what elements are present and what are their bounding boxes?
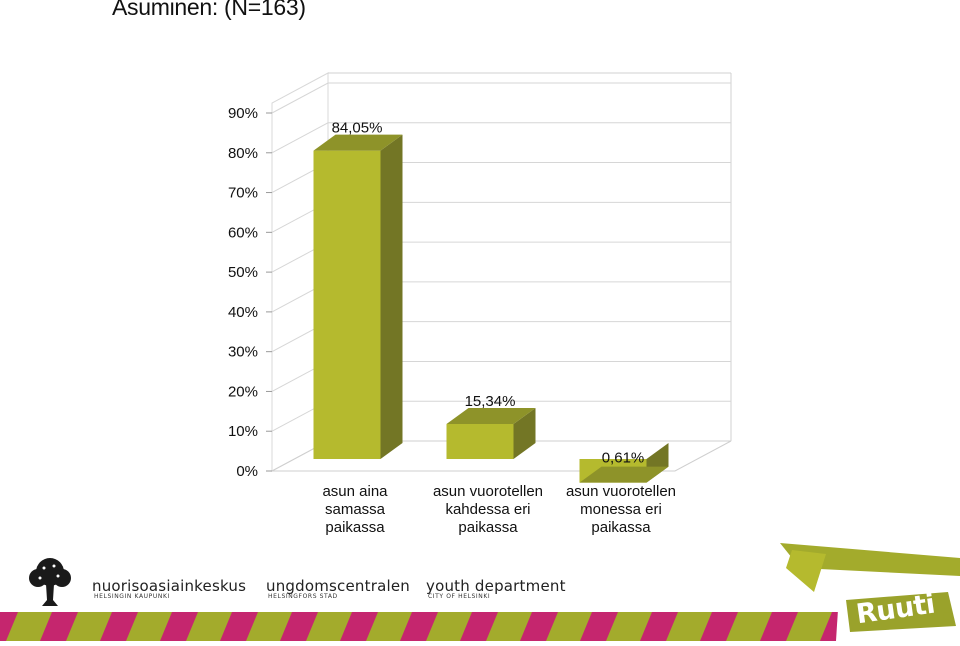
stripe (366, 612, 412, 641)
logo-ungdomscentralen: ungdomscentralen (266, 577, 410, 595)
ruuti-logo-icon (780, 543, 960, 641)
x-tick-label: asun vuorotellen (566, 483, 676, 500)
y-tick-label: 40% (228, 304, 258, 321)
y-tick-label: 90% (228, 105, 258, 122)
y-tick-label: 0% (236, 463, 258, 480)
bars (313, 134, 669, 483)
chart-title: Asuminen: (N=163) (112, 0, 306, 20)
stripe (126, 612, 172, 641)
value-labels: 84,05% 15,34% 0,61% (332, 120, 645, 467)
x-tick-label: kahdessa eri (445, 501, 530, 518)
stripe (186, 612, 232, 641)
stripe (306, 612, 352, 641)
y-tick-label: 10% (228, 423, 258, 440)
stripe (426, 612, 472, 641)
data-label: 0,61% (602, 450, 645, 467)
bar-front (313, 150, 381, 459)
x-tick-label: paikassa (325, 519, 385, 536)
bar (313, 134, 403, 459)
logo-sub-helsingin-kaupunki: HELSINGIN KAUPUNKI (94, 593, 170, 600)
stripe (246, 612, 292, 641)
x-tick-label: asun vuorotellen (433, 483, 543, 500)
y-tick-label: 80% (228, 145, 258, 162)
data-label: 15,34% (465, 393, 516, 410)
y-tick-label: 20% (228, 383, 258, 400)
bar-top (579, 466, 669, 483)
y-tick-label: 50% (228, 264, 258, 281)
stripe (546, 612, 592, 641)
bar-top (446, 407, 536, 424)
footer-banner: nuorisoasiainkeskus HELSINGIN KAUPUNKI u… (0, 540, 960, 641)
x-tick-label: monessa eri (580, 501, 662, 518)
gridline (271, 122, 731, 154)
gridline (271, 82, 731, 114)
x-tick-label: asun aina (322, 483, 388, 500)
stripe (666, 612, 712, 641)
data-label: 84,05% (332, 120, 383, 137)
stripe (786, 612, 832, 641)
logo-youth-department: youth department (426, 577, 566, 595)
bar (579, 443, 669, 483)
bar-front (446, 423, 514, 459)
x-tick-label: paikassa (458, 519, 518, 536)
logo-sub-helsingfors-stad: HELSINGFORS STAD (268, 593, 338, 600)
y-tick-label: 30% (228, 344, 258, 361)
stripe (486, 612, 532, 641)
tree-logo-icon (29, 558, 71, 606)
stripe (66, 612, 112, 641)
bar (446, 407, 536, 459)
stripe (6, 612, 52, 641)
footer-graphics (0, 543, 960, 641)
diagonal-stripes (0, 612, 960, 641)
bar-side (513, 407, 536, 459)
logo-sub-city-of-helsinki: CITY OF HELSINKI (428, 593, 491, 600)
bar-top (313, 134, 403, 151)
x-tick-label: samassa (325, 501, 386, 518)
y-tick-label: 60% (228, 224, 258, 241)
bar-side (380, 134, 403, 459)
y-tick-label: 70% (228, 185, 258, 202)
bar-chart: 0% 10% 20% 30% 40% 50% 60% 70% 80% 90% 84,05% 15,3… (228, 72, 732, 536)
x-tick-label: paikassa (591, 519, 651, 536)
stripe (606, 612, 652, 641)
logo-nuorisoasiainkeskus: nuorisoasiainkeskus (92, 577, 247, 595)
y-axis-ticks: 0% 10% 20% 30% 40% 50% 60% 70% 80% 90% (228, 105, 272, 480)
stripe (726, 612, 772, 641)
